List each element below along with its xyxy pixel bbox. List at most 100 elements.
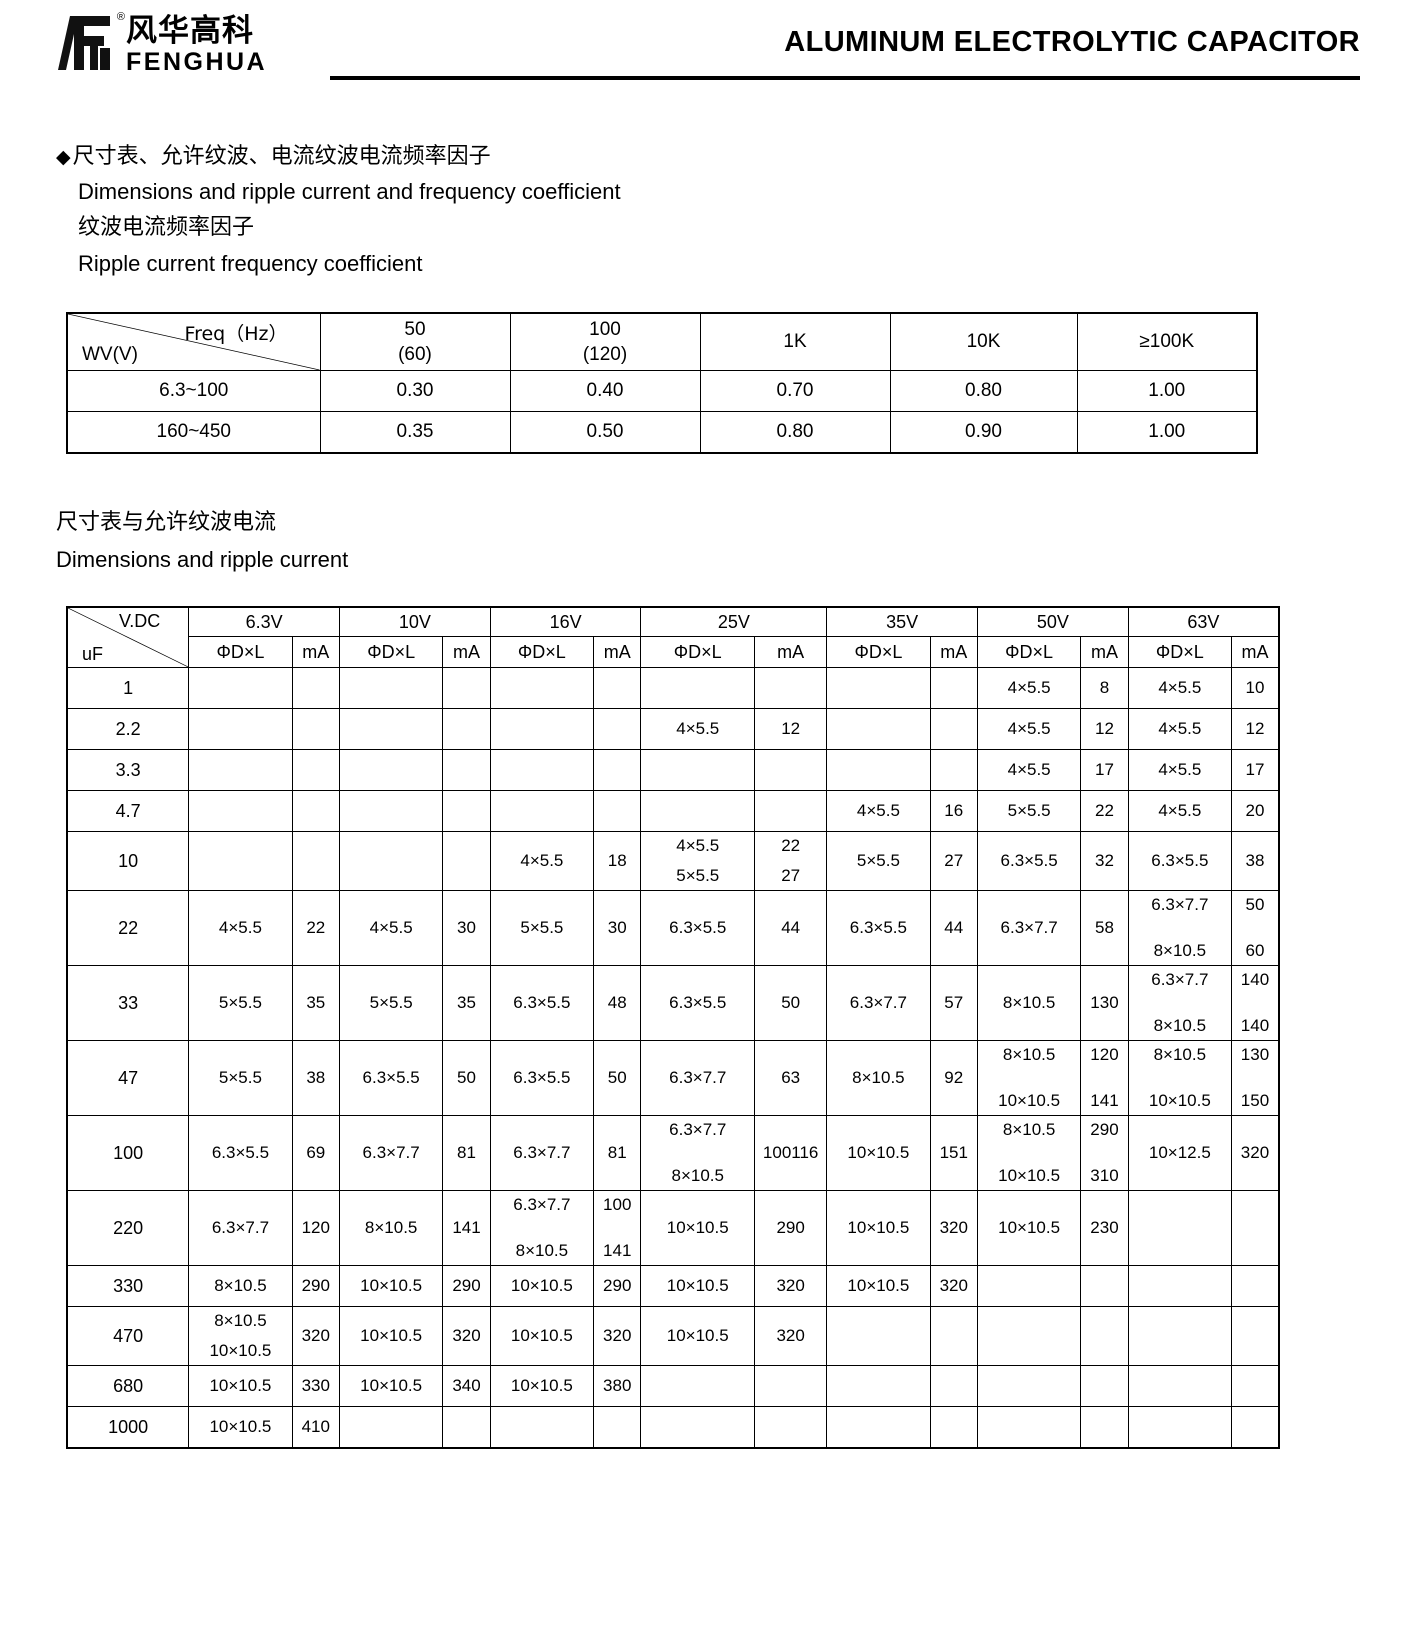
dim-current-cell: 20: [1230, 790, 1280, 832]
frequency-coefficient-table-wrap: Freq（Hz） WV(V) 50 (60) 100 (120) 1K 10K ≥100K 6.3…: [66, 312, 1416, 454]
dim-capacitance-label: 2.2: [66, 708, 190, 750]
dim-size-cell: 6.3×7.7: [640, 1040, 756, 1116]
dim-subheader-size: ΦD×L: [339, 636, 444, 668]
freq-header-row: Freq（Hz） WV(V) 50 (60) 100 (120) 1K 10K ≥100K: [66, 312, 1258, 371]
dim-size-cell: 5×5.5: [188, 965, 293, 1041]
dim-size-cell: 6.3×5.5: [1127, 831, 1232, 891]
dim-capacitance-label: 3.3: [66, 749, 190, 791]
dim-table-row: 680 10×10.5 330 10×10.5 340 10×10.5 380: [66, 1365, 1280, 1407]
dim-current-cell: 100 141: [592, 1190, 642, 1266]
dim-subheader-size: ΦD×L: [1127, 636, 1232, 668]
dim-size-cell: [339, 831, 444, 891]
dim-current-cell: 320: [929, 1190, 979, 1266]
freq-table-row: 6.3~100 0.30 0.40 0.70 0.80 1.00: [66, 370, 1258, 412]
dim-table-row: 1000 10×10.5 410: [66, 1406, 1280, 1449]
page-title: ALUMINUM ELECTROLYTIC CAPACITOR: [784, 26, 1360, 58]
dim-subheader-current: mA: [754, 636, 828, 668]
frequency-coefficient-table: Freq（Hz） WV(V) 50 (60) 100 (120) 1K 10K ≥100K 6.3…: [66, 312, 1258, 454]
dim-size-cell: 4×5.5: [826, 790, 931, 832]
dim-current-cell: [929, 1306, 979, 1366]
dim-current-cell: [754, 749, 828, 791]
dim-voltage-header-16V: 16V: [489, 606, 642, 637]
dim-current-cell: 44: [754, 890, 828, 966]
dim-size-cell: 5×5.5: [188, 1040, 293, 1116]
freq-corner-cell: Freq（Hz） WV(V): [66, 312, 321, 371]
dim-current-cell: [442, 790, 491, 832]
dim-current-cell: 12: [1080, 708, 1129, 750]
dim-voltage-header-6-3V: 6.3V: [188, 606, 341, 637]
brand-logo: ® 风华高科 FENGHUA: [54, 12, 267, 75]
dim-current-cell: [1230, 1265, 1280, 1307]
dim-size-cell: [1127, 1190, 1232, 1266]
dim-size-cell: [1127, 1406, 1232, 1449]
dim-size-cell: 6.3×7.7: [188, 1190, 293, 1266]
dim-size-cell: 10×10.5: [339, 1265, 444, 1307]
dim-size-cell: 4×5.5: [640, 708, 756, 750]
freq-column-header-1: 100 (120): [509, 312, 701, 371]
dim-table-row: 1 4×5.5 8 4×5.5 10: [66, 667, 1280, 709]
dim-current-cell: [592, 708, 642, 750]
dim-current-cell: 320: [754, 1265, 828, 1307]
dim-voltage-header-50V: 50V: [977, 606, 1129, 637]
dim-size-cell: 6.3×7.7: [489, 1115, 594, 1191]
dim-size-cell: 10×10.5: [339, 1365, 444, 1407]
diagonal-divider-icon: [68, 608, 188, 667]
dim-table-row: 330 8×10.5 290 10×10.5 290 10×10.5 290 10×10.5 3…: [66, 1265, 1280, 1307]
dim-size-cell: [188, 667, 293, 709]
dim-size-cell: 4×5.5: [188, 890, 293, 966]
dim-size-cell: [640, 1365, 756, 1407]
dim-header-row-units: ΦD×L mA ΦD×L mA ΦD×L mA ΦD×L mA ΦD×L mA ΦD×L mA ΦD×L…: [67, 636, 1280, 668]
dim-current-cell: 320: [1230, 1115, 1280, 1191]
dim-subheader-current: mA: [1080, 636, 1129, 668]
dim-current-cell: 151: [929, 1115, 979, 1191]
freq-column-header-3: 10K: [889, 312, 1078, 371]
section-one-headings: ◆尺寸表、允许纹波、电流纹波电流频率因子 Dimensions and ripp…: [56, 140, 1416, 282]
dim-size-cell: [826, 1365, 931, 1407]
dim-current-cell: 120 141: [1080, 1040, 1129, 1116]
dim-size-cell: 6.3×7.7 8×10.5: [640, 1115, 756, 1191]
dim-size-cell: [976, 1265, 1082, 1307]
dim-corner-top-label: V.DC: [118, 611, 161, 631]
dim-size-cell: 8×10.5 10×10.5: [188, 1306, 293, 1366]
dim-size-cell: [640, 667, 756, 709]
dim-size-cell: [489, 1406, 594, 1449]
section-one-heading-cn: ◆尺寸表、允许纹波、电流纹波电流频率因子: [56, 140, 1416, 174]
dim-current-cell: 410: [291, 1406, 341, 1449]
dim-current-cell: 290: [592, 1265, 642, 1307]
dim-size-cell: 10×12.5: [1127, 1115, 1232, 1191]
dim-size-cell: [339, 667, 444, 709]
dim-size-cell: 4×5.5: [339, 890, 444, 966]
section-one-sub-en: Ripple current frequency coefficient: [78, 251, 423, 276]
dim-size-cell: 10×10.5: [339, 1306, 444, 1366]
dim-current-cell: 320: [929, 1265, 979, 1307]
freq-row-label: 6.3~100: [66, 370, 321, 412]
dim-current-cell: 290: [291, 1265, 341, 1307]
dim-current-cell: [1080, 1365, 1129, 1407]
freq-corner-bottom-label: WV(V): [82, 344, 138, 365]
dim-size-cell: [489, 749, 594, 791]
dim-size-cell: [489, 790, 594, 832]
dim-size-cell: [339, 749, 444, 791]
dim-size-cell: 10×10.5: [489, 1265, 594, 1307]
dim-capacitance-label: 470: [66, 1306, 190, 1366]
dim-size-cell: [826, 1306, 931, 1366]
freq-value-cell: 0.90: [889, 411, 1078, 454]
dim-capacitance-label: 47: [66, 1040, 190, 1116]
dim-subheader-current: mA: [442, 636, 491, 668]
dim-size-cell: [339, 1406, 444, 1449]
dim-current-cell: 48: [592, 965, 642, 1041]
dim-size-cell: 4×5.5 5×5.5: [640, 831, 756, 891]
dim-size-cell: 4×5.5: [976, 667, 1082, 709]
dim-size-cell: [640, 790, 756, 832]
dim-size-cell: 6.3×5.5: [489, 965, 594, 1041]
dim-table-row: 220 6.3×7.7 120 8×10.5 141 6.3×7.7 8×10.5 100 14…: [66, 1190, 1280, 1266]
dim-current-cell: [929, 667, 979, 709]
dim-current-cell: 10: [1230, 667, 1280, 709]
dim-current-cell: 17: [1230, 749, 1280, 791]
dim-current-cell: [592, 790, 642, 832]
dimensions-table-wrap: V.DC uF 6.3V 10V 16V 25V 35V 50V 63V ΦD×L mA ΦD×L mA…: [66, 606, 1416, 1449]
freq-row-label: 160~450: [66, 411, 321, 454]
dim-current-cell: 230: [1080, 1190, 1129, 1266]
dim-size-cell: 10×10.5: [826, 1190, 931, 1266]
dim-current-cell: 57: [929, 965, 979, 1041]
